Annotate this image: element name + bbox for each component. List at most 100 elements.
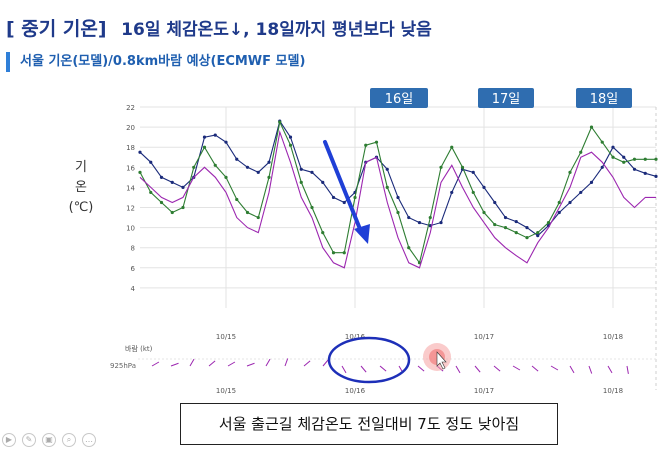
series-1-point-46 <box>632 157 637 161</box>
day-badge-17-text: 17일 <box>492 92 521 107</box>
wind-barb-17 <box>474 365 481 373</box>
more-icon[interactable]: … <box>82 433 96 447</box>
y-tick-6: 6 <box>131 265 136 273</box>
series-1-point-23 <box>385 185 389 189</box>
series-0-point-3 <box>170 180 174 184</box>
series-1-point-25 <box>407 246 411 250</box>
day-badge-18: 18일 <box>576 88 632 108</box>
series-0-point-24 <box>396 195 400 200</box>
series-0-point-45 <box>622 155 626 159</box>
wind-barb-21 <box>550 365 559 371</box>
series-0-point-35 <box>514 219 518 224</box>
series-0-point-28 <box>439 220 443 225</box>
wind-barb-7 <box>284 358 289 367</box>
series-0-point-7 <box>213 133 217 137</box>
chart-grid <box>140 106 657 390</box>
day-badge-16-text: 16일 <box>385 92 414 107</box>
series-1-point-22 <box>374 140 379 144</box>
series-1-point-35 <box>514 231 518 235</box>
x-tick-10/17: 10/17 <box>474 333 494 341</box>
series-0-point-25 <box>407 215 411 220</box>
series-0-point-37 <box>536 234 540 238</box>
series-1-point-9 <box>235 197 239 202</box>
caption-box: 서울 출근길 체감온도 전일대비 7도 정도 낮아짐 <box>180 403 558 445</box>
slides-icon[interactable]: ▣ <box>42 433 56 447</box>
series-1-point-14 <box>288 143 293 147</box>
series-line-0 <box>139 119 657 237</box>
wind-barb-2 <box>189 358 195 367</box>
series-0-point-26 <box>417 220 422 225</box>
series-0-point-27 <box>428 223 432 228</box>
series-0-point-39 <box>557 210 561 215</box>
series-1-point-2 <box>159 200 164 205</box>
wind-barb-19 <box>512 365 521 371</box>
wind-barb-16 <box>455 365 461 374</box>
title-bracket: [ 중기 기온] <box>6 18 107 40</box>
series-0-point-8 <box>224 140 228 144</box>
series-1-point-44 <box>611 155 615 159</box>
y-tick-14: 14 <box>126 184 135 192</box>
series-0-point-4 <box>181 185 185 189</box>
wind-barb-18 <box>493 365 501 372</box>
wind-title: 바람 (kt) <box>125 344 153 353</box>
series-1-point-1 <box>149 190 153 195</box>
y-tick-22: 22 <box>126 104 135 112</box>
series-0-point-44 <box>611 145 615 149</box>
series-0-point-19 <box>342 200 346 205</box>
wind-highlight-ellipse <box>327 336 411 384</box>
series-0-point-40 <box>568 200 572 205</box>
series-1-point-21 <box>364 143 368 147</box>
series-1-point-27 <box>428 215 432 220</box>
series-0-point-0 <box>138 150 142 154</box>
wind-barb-23 <box>588 365 593 374</box>
zoom-icon[interactable]: ⌕ <box>62 433 76 447</box>
wind-barb-4 <box>227 361 236 367</box>
series-1-point-13 <box>278 120 282 124</box>
series-1-point-5 <box>192 165 196 169</box>
page-title: [ 중기 기온] 16일 체감온도↓, 18일까지 평년보다 낮음 <box>6 14 606 41</box>
series-0-point-18 <box>331 195 336 200</box>
series-line-2 <box>139 129 656 269</box>
series-0-point-6 <box>202 135 207 139</box>
y-axis-label-2: 온 <box>75 180 87 195</box>
wind-x-tick-10/17: 10/17 <box>474 387 494 395</box>
play-icon[interactable]: ▶ <box>2 433 16 447</box>
series-0-point-48 <box>654 174 658 178</box>
wind-barb-8 <box>303 360 311 367</box>
series-1-point-31 <box>471 190 475 195</box>
wind-x-tick-10/15: 10/15 <box>216 387 236 395</box>
series-1-point-41 <box>579 150 583 154</box>
day-badge-18-text: 18일 <box>590 92 619 107</box>
series-0-point-47 <box>643 171 647 175</box>
series-1-point-39 <box>557 200 561 205</box>
section-label: 서울 기온(모델)/0.8km바람 예상(ECMWF 모델) <box>6 52 305 72</box>
wind-barb-1 <box>170 362 179 367</box>
chart-ticks: 4 6 8 10 12 14 16 18 20 22 10/15 10/16 10/17 10/18 <box>126 104 623 341</box>
series-1-point-8 <box>224 175 228 179</box>
wind-barb-10 <box>341 365 347 374</box>
wind-barb-0 <box>151 361 160 367</box>
cursor-pointer <box>423 343 451 371</box>
series-1-point-16 <box>310 205 314 210</box>
wind-barb-5 <box>246 362 255 367</box>
y-axis-label-3: (℃) <box>68 200 94 215</box>
series-0-point-31 <box>471 170 475 174</box>
series-1-point-36 <box>525 236 529 240</box>
wind-barb-14 <box>417 365 425 372</box>
y-tick-8: 8 <box>131 245 135 253</box>
y-axis-label-1: 기 <box>75 160 87 175</box>
wind-barb-20 <box>531 365 539 372</box>
series-0-point-2 <box>159 175 164 179</box>
wind-barb-22 <box>569 365 575 374</box>
series-1-point-12 <box>267 175 271 179</box>
series-1-point-15 <box>299 180 303 184</box>
series-1-point-42 <box>589 125 594 129</box>
series-0-point-16 <box>310 170 314 174</box>
series-0-point-14 <box>288 135 293 139</box>
series-0-point-23 <box>385 167 389 171</box>
y-tick-16: 16 <box>126 164 135 172</box>
pen-icon[interactable]: ✎ <box>22 433 36 447</box>
series-0-point-41 <box>579 190 583 195</box>
day-badge-17: 17일 <box>478 88 534 108</box>
series-0-point-33 <box>493 200 497 205</box>
